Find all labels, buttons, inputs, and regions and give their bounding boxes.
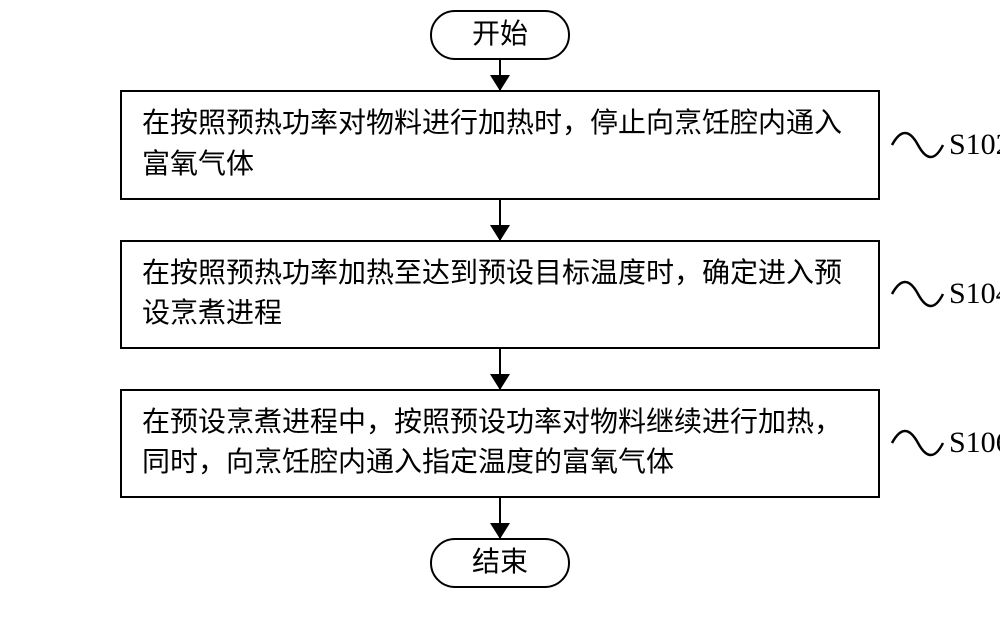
step-row-s102: 在按照预热功率对物料进行加热时，停止向烹饪腔内通入富氧气体 S102 xyxy=(120,90,880,199)
start-terminator: 开始 xyxy=(430,10,570,60)
arrow xyxy=(499,498,502,538)
arrow xyxy=(499,349,502,389)
process-text: 在预设烹煮进程中，按照预设功率对物料继续进行加热，同时，向烹饪腔内通入指定温度的… xyxy=(142,407,842,479)
step-row-s104: 在按照预热功率加热至达到预设目标温度时，确定进入预设烹煮进程 S104 xyxy=(120,240,880,349)
step-label-s104: S104 xyxy=(890,274,1000,314)
process-text: 在按照预热功率加热至达到预设目标温度时，确定进入预设烹煮进程 xyxy=(142,258,842,330)
step-id: S104 xyxy=(949,277,1000,311)
step-label-s106: S106 xyxy=(890,423,1000,463)
step-id: S106 xyxy=(949,426,1000,460)
start-label: 开始 xyxy=(472,19,528,50)
process-box-s104: 在按照预热功率加热至达到预设目标温度时，确定进入预设烹煮进程 xyxy=(120,240,880,349)
connector-sine-icon xyxy=(890,423,945,463)
end-label: 结束 xyxy=(472,547,528,578)
process-text: 在按照预热功率对物料进行加热时，停止向烹饪腔内通入富氧气体 xyxy=(142,108,842,180)
arrow xyxy=(499,60,502,90)
flowchart-container: 开始 在按照预热功率对物料进行加热时，停止向烹饪腔内通入富氧气体 S102 在按… xyxy=(0,0,1000,588)
end-terminator: 结束 xyxy=(430,538,570,588)
process-box-s106: 在预设烹煮进程中，按照预设功率对物料继续进行加热，同时，向烹饪腔内通入指定温度的… xyxy=(120,389,880,498)
process-box-s102: 在按照预热功率对物料进行加热时，停止向烹饪腔内通入富氧气体 xyxy=(120,90,880,199)
arrow xyxy=(499,200,502,240)
step-label-s102: S102 xyxy=(890,125,1000,165)
step-row-s106: 在预设烹煮进程中，按照预设功率对物料继续进行加热，同时，向烹饪腔内通入指定温度的… xyxy=(120,389,880,498)
step-id: S102 xyxy=(949,128,1000,162)
connector-sine-icon xyxy=(890,125,945,165)
connector-sine-icon xyxy=(890,274,945,314)
